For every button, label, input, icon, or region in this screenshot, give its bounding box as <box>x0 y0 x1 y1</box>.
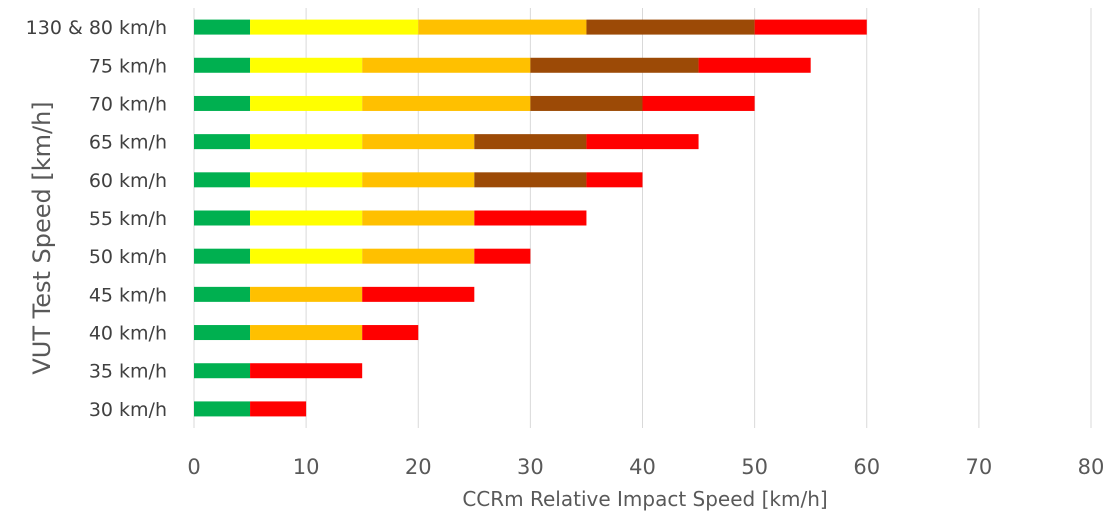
bar-segment <box>250 172 363 188</box>
bar-segment <box>362 172 475 188</box>
y-axis-title: VUT Test Speed [km/h] <box>28 101 56 374</box>
x-tick-label: 50 <box>741 455 768 479</box>
bar-segment <box>530 57 699 73</box>
x-tick-label: 80 <box>1078 455 1105 479</box>
bar-segment <box>250 325 363 341</box>
bar-segment <box>642 95 755 111</box>
bar-segment <box>474 210 587 226</box>
bar-segment <box>530 95 643 111</box>
bar-segment <box>362 57 531 73</box>
y-category-label: 65 km/h <box>89 132 167 154</box>
bar-segment <box>194 325 251 341</box>
x-tick-label: 10 <box>293 455 320 479</box>
x-tick-label: 30 <box>517 455 544 479</box>
bar-segment <box>250 210 363 226</box>
y-category-labels: 130 & 80 km/h 75 km/h 70 km/h 65 km/h 60 km/… <box>26 17 167 421</box>
bar-segment <box>194 401 251 417</box>
bar-segment <box>474 172 587 188</box>
bar-segment <box>474 248 531 264</box>
bar-segment <box>418 19 587 35</box>
bar-segment <box>754 19 867 35</box>
bar-segment <box>586 172 643 188</box>
bar-segment <box>250 286 363 302</box>
bar-segment <box>250 57 363 73</box>
bar-segment <box>250 363 363 379</box>
y-category-label: 75 km/h <box>89 55 167 77</box>
x-tick-labels: 0 10 20 30 40 50 60 70 80 <box>187 455 1104 479</box>
bar-segment <box>586 19 755 35</box>
bar-segment <box>474 134 587 150</box>
y-category-label: 30 km/h <box>89 399 167 421</box>
bar-segment <box>362 210 475 226</box>
y-category-label: 130 & 80 km/h <box>26 17 167 39</box>
bar-segment <box>194 19 251 35</box>
bar-segment <box>362 95 531 111</box>
x-axis-title: CCRm Relative Impact Speed [km/h] <box>462 487 827 511</box>
y-category-label: 70 km/h <box>89 93 167 115</box>
gridlines <box>193 8 1092 428</box>
bar-segment <box>250 95 363 111</box>
y-category-label: 50 km/h <box>89 246 167 268</box>
bar-segment <box>194 57 251 73</box>
y-category-label: 35 km/h <box>89 361 167 383</box>
y-category-label: 60 km/h <box>89 170 167 192</box>
x-tick-label: 40 <box>629 455 656 479</box>
bar-segment <box>362 286 475 302</box>
bar-segment <box>194 248 251 264</box>
x-tick-label: 0 <box>187 455 200 479</box>
bar-segment <box>362 325 419 341</box>
x-tick-label: 60 <box>853 455 880 479</box>
bar-segment <box>194 95 251 111</box>
bar-segment <box>194 134 251 150</box>
y-category-label: 55 km/h <box>89 208 167 230</box>
bar-segment <box>250 401 307 417</box>
y-category-label: 45 km/h <box>89 284 167 306</box>
bar-segment <box>586 134 699 150</box>
x-tick-label: 70 <box>966 455 993 479</box>
bar-segment <box>362 248 475 264</box>
bar-segment <box>250 248 363 264</box>
bar-segments <box>194 19 867 417</box>
bar-segment <box>194 363 251 379</box>
x-tick-label: 20 <box>405 455 432 479</box>
bar-segment <box>194 172 251 188</box>
y-category-label: 40 km/h <box>89 323 167 345</box>
bar-segment <box>250 19 419 35</box>
bar-segment <box>250 134 363 150</box>
bar-segment <box>194 210 251 226</box>
bar-segment <box>698 57 811 73</box>
bar-segment <box>362 134 475 150</box>
bar-segment <box>194 286 251 302</box>
